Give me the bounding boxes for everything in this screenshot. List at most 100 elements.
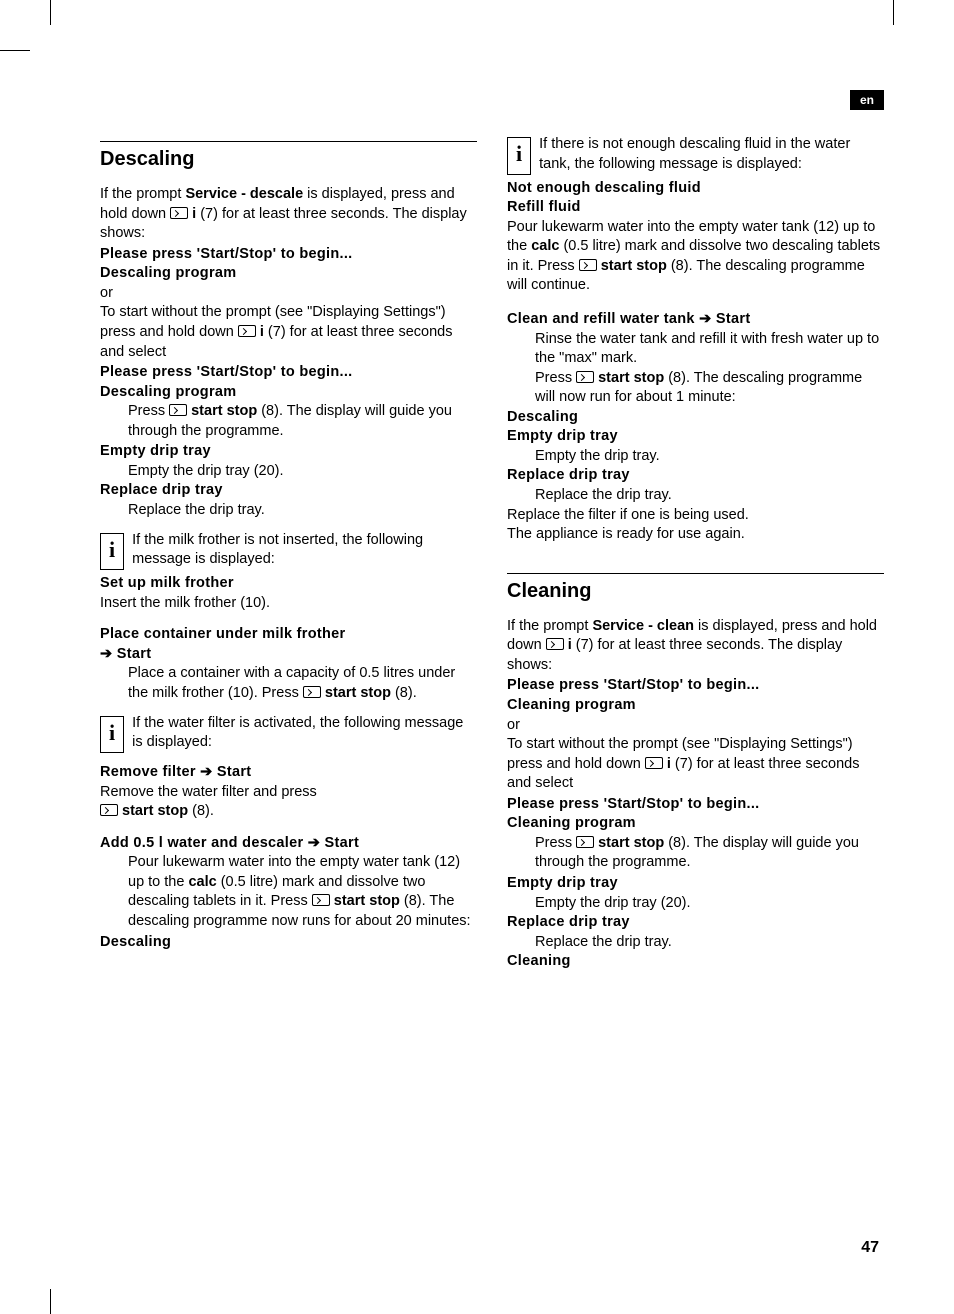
text: Add 0.5 l water and descaler <box>100 835 308 851</box>
button-icon <box>312 894 330 906</box>
text: (8). <box>391 685 417 701</box>
display-text: Please press 'Start/Stop' to begin... <box>100 245 477 265</box>
paragraph: To start without the prompt (see "Displa… <box>507 735 884 794</box>
crop-mark <box>0 50 30 51</box>
info-note: i If there is not enough descaling fluid… <box>507 135 884 296</box>
display-text: Remove filter ➔ Start <box>100 763 477 783</box>
text: Press <box>535 370 576 386</box>
button-label: start stop <box>594 835 664 851</box>
info-i-icon: i <box>109 720 115 745</box>
display-text: ➔ Start <box>100 645 477 665</box>
text: Press <box>535 835 576 851</box>
button-label: start stop <box>330 893 400 909</box>
display-text: Descaling program <box>100 264 477 284</box>
text-or: or <box>100 284 477 304</box>
arrow-icon: ➔ <box>308 835 320 851</box>
manual-page: en Descaling If the prompt Service - des… <box>0 0 954 1314</box>
display-text: Empty drip tray <box>507 427 884 447</box>
prompt-name: Service - descale <box>185 186 303 202</box>
info-i-icon: i <box>109 537 115 562</box>
paragraph: To start without the prompt (see "Displa… <box>100 303 477 362</box>
display-text: Empty drip tray <box>507 874 884 894</box>
text: (8). <box>188 803 214 819</box>
text: If the prompt <box>100 186 185 202</box>
text: If the prompt <box>507 618 592 634</box>
info-icon: i <box>507 137 531 175</box>
crop-mark <box>50 1289 51 1314</box>
button-i: i <box>256 324 264 340</box>
display-text: Descaling program <box>100 383 477 403</box>
page-content: Descaling If the prompt Service - descal… <box>100 135 884 1225</box>
prompt-name: Service - clean <box>592 618 694 634</box>
button-label: start stop <box>187 403 257 419</box>
crop-mark <box>50 0 51 25</box>
display-text: Replace drip tray <box>507 466 884 486</box>
button-icon <box>579 259 597 271</box>
display-text: Set up milk frother <box>100 574 477 594</box>
button-icon <box>238 325 256 337</box>
instruction: Press start stop (8). The display will g… <box>100 402 477 441</box>
button-label: start stop <box>594 370 664 386</box>
display-text: Place container under milk frother <box>100 625 477 645</box>
display-text: Not enough descaling fluid <box>507 179 884 199</box>
instruction: Place a container with a capacity of 0.5… <box>100 664 477 703</box>
instruction: Replace the drip tray. <box>507 933 884 953</box>
heading-cleaning: Cleaning <box>507 573 884 605</box>
text-or: or <box>507 716 884 736</box>
button-i: i <box>188 206 196 222</box>
button-icon <box>170 207 188 219</box>
arrow-icon: ➔ <box>699 311 711 327</box>
start-label: Start <box>712 311 751 327</box>
button-icon <box>169 404 187 416</box>
button-icon <box>546 638 564 650</box>
calc-label: calc <box>188 874 216 890</box>
intro-paragraph: If the prompt Service - descale is displ… <box>100 185 477 244</box>
display-text: Please press 'Start/Stop' to begin... <box>507 676 884 696</box>
display-text: Cleaning program <box>507 696 884 716</box>
instruction: Pour lukewarm water into the empty water… <box>100 853 477 931</box>
start-label: Start <box>112 646 151 662</box>
note-instruction: Insert the milk frother (10). <box>100 594 477 614</box>
text: Remove filter <box>100 764 200 780</box>
button-icon <box>303 686 321 698</box>
language-tag: en <box>850 90 884 110</box>
text: Clean and refill water tank <box>507 311 699 327</box>
button-i: i <box>564 637 572 653</box>
display-text: Clean and refill water tank ➔ Start <box>507 310 884 330</box>
display-text: Please press 'Start/Stop' to begin... <box>100 363 477 383</box>
instruction: Press start stop (8). The display will g… <box>507 834 884 873</box>
text: Remove the water filter and press <box>100 784 317 800</box>
button-label: start stop <box>321 685 391 701</box>
instruction: Empty the drip tray (20). <box>100 462 477 482</box>
start-label: Start <box>213 764 252 780</box>
crop-mark <box>893 0 894 25</box>
info-icon: i <box>100 716 124 754</box>
display-text: Refill fluid <box>507 198 884 218</box>
display-text: Replace drip tray <box>100 481 477 501</box>
calc-label: calc <box>531 238 559 254</box>
note-text: If the water filter is activated, the fo… <box>132 715 463 751</box>
instruction: Empty the drip tray (20). <box>507 894 884 914</box>
text: Replace the filter if one is being used. <box>507 506 884 526</box>
button-label: start stop <box>118 803 188 819</box>
instruction: Rinse the water tank and refill it with … <box>507 330 884 369</box>
button-icon <box>645 757 663 769</box>
display-text: Descaling <box>507 408 884 428</box>
page-number: 47 <box>861 1237 879 1259</box>
instruction: Empty the drip tray. <box>507 447 884 467</box>
info-note: i If the water filter is activated, the … <box>100 714 477 822</box>
instruction: Replace the drip tray. <box>507 486 884 506</box>
note-text: If the milk frother is not inserted, the… <box>132 532 423 568</box>
button-icon <box>576 836 594 848</box>
info-icon: i <box>100 533 124 571</box>
intro-paragraph: If the prompt Service - clean is display… <box>507 617 884 676</box>
info-note: i If the milk frother is not inserted, t… <box>100 531 477 614</box>
display-text: Cleaning program <box>507 814 884 834</box>
instruction: Replace the drip tray. <box>100 501 477 521</box>
note-text: If there is not enough descaling fluid i… <box>539 136 850 172</box>
display-text: Add 0.5 l water and descaler ➔ Start <box>100 834 477 854</box>
text: Press <box>128 403 169 419</box>
display-text: Cleaning <box>507 952 884 972</box>
display-text: Replace drip tray <box>507 913 884 933</box>
button-icon <box>100 804 118 816</box>
